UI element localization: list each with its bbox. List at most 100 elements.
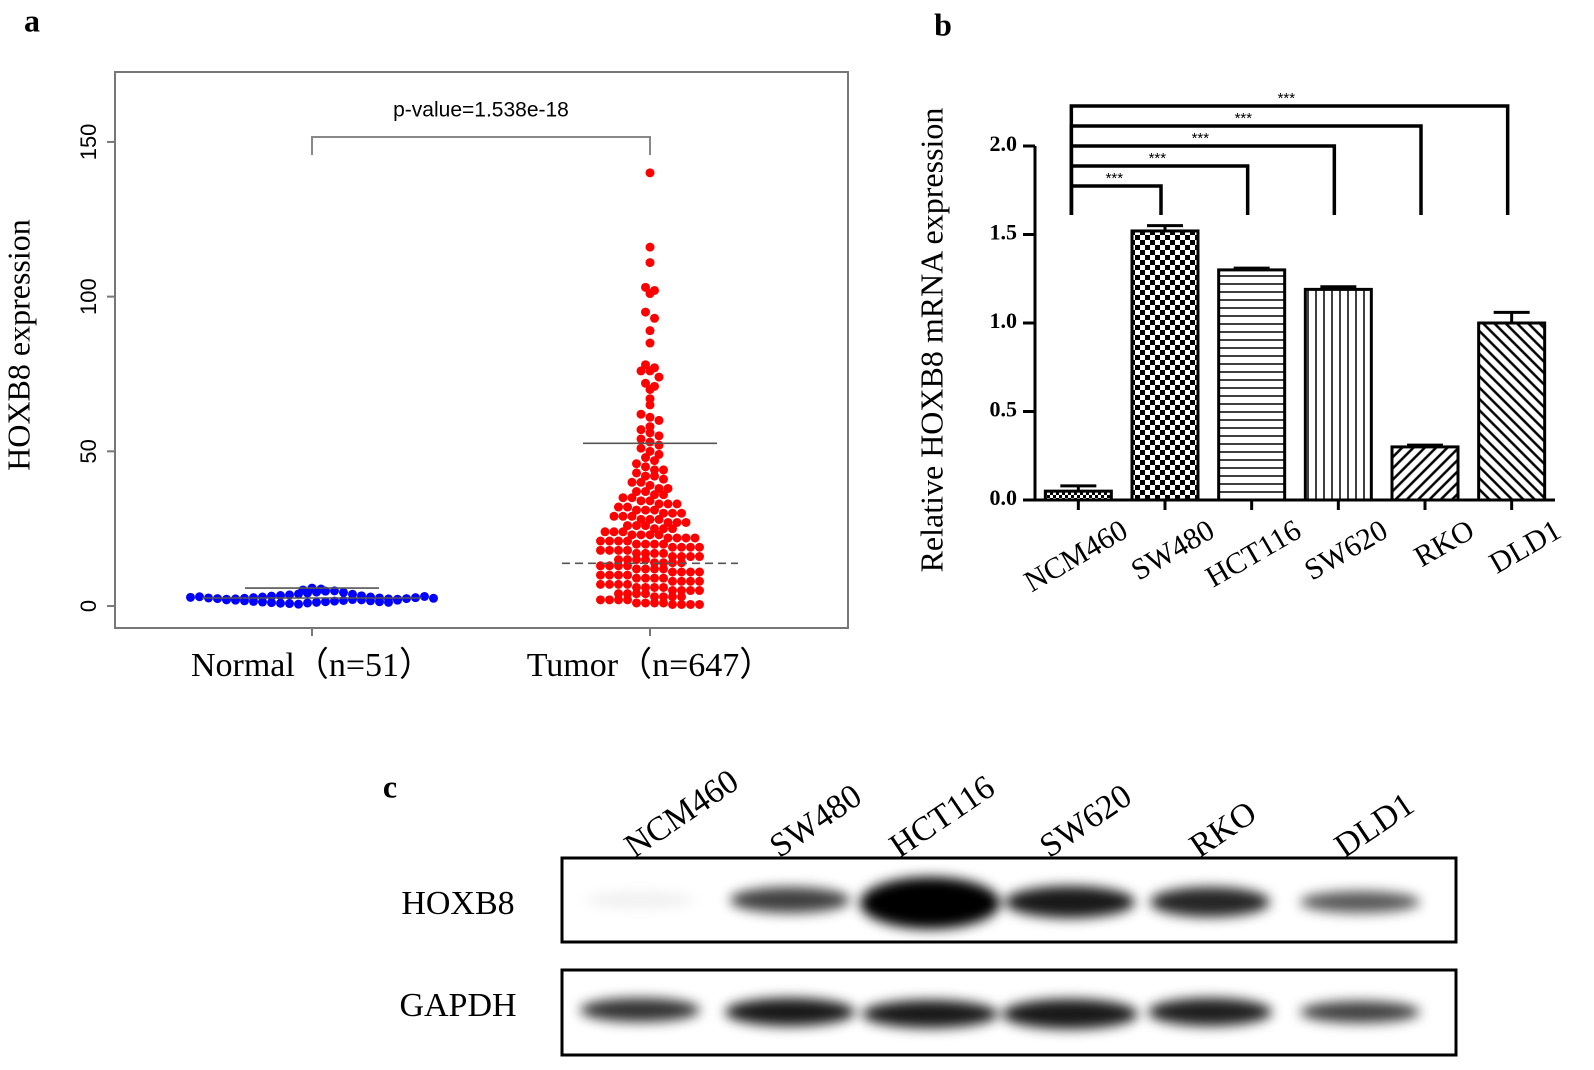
dot xyxy=(614,595,623,605)
dot xyxy=(393,595,402,605)
panel-letter: c xyxy=(383,768,397,804)
band xyxy=(1148,998,1272,1026)
dot xyxy=(276,598,285,608)
dot xyxy=(645,480,655,490)
dot xyxy=(605,579,614,589)
dot xyxy=(641,505,650,515)
dot xyxy=(677,508,686,518)
dot xyxy=(632,548,641,558)
y-tick-label: 150 xyxy=(76,124,101,161)
band xyxy=(1002,999,1138,1029)
dot xyxy=(654,530,664,540)
dot xyxy=(614,555,623,565)
bar xyxy=(1303,287,1373,502)
panel-letter: a xyxy=(24,2,40,38)
dot xyxy=(663,517,673,527)
dot xyxy=(650,313,659,323)
dot xyxy=(695,542,704,552)
dot xyxy=(690,533,700,543)
dot xyxy=(596,536,605,546)
dot xyxy=(636,425,646,435)
dot xyxy=(614,589,623,599)
dot xyxy=(605,570,614,580)
dot xyxy=(636,496,646,506)
dot xyxy=(668,552,677,562)
dot xyxy=(681,533,691,543)
western-blot: HOXB8 GAPDH xyxy=(399,856,1458,1057)
dot xyxy=(321,586,330,596)
lane-label: HCT116 xyxy=(883,769,1001,866)
x-tick-label: NCM460 xyxy=(1019,513,1134,598)
dot xyxy=(641,487,650,497)
dot xyxy=(632,598,641,608)
dot xyxy=(650,490,659,500)
band xyxy=(725,998,855,1026)
row-label: HOXB8 xyxy=(401,885,514,922)
dot xyxy=(645,242,655,252)
dot xyxy=(650,598,659,608)
dot xyxy=(632,459,641,469)
dot xyxy=(420,591,429,601)
dot xyxy=(641,539,650,549)
dot xyxy=(672,533,682,543)
dot xyxy=(672,517,682,527)
dot xyxy=(677,552,686,562)
dot xyxy=(654,431,664,441)
dot xyxy=(627,511,637,521)
dot xyxy=(645,168,655,178)
dot xyxy=(645,412,655,422)
x-tick-label: DLD1 xyxy=(1484,513,1567,580)
dot xyxy=(659,564,668,574)
dot xyxy=(659,592,668,602)
dot xyxy=(632,521,641,531)
dot xyxy=(659,465,668,475)
dot xyxy=(695,586,704,596)
dot xyxy=(294,599,303,609)
dot xyxy=(614,502,623,512)
dot xyxy=(285,599,294,609)
dot xyxy=(668,592,677,602)
dot xyxy=(222,595,231,605)
dot xyxy=(632,487,641,497)
dot xyxy=(686,586,695,596)
dot xyxy=(677,576,686,586)
dot xyxy=(641,471,650,481)
dot xyxy=(596,595,605,605)
dot xyxy=(695,552,704,562)
dot xyxy=(659,508,668,518)
x-tick-label: Tumor（n=647） xyxy=(527,646,774,684)
y-tick-label: 1.0 xyxy=(990,308,1018,333)
dot xyxy=(636,443,646,453)
dot xyxy=(375,597,384,607)
dot xyxy=(632,555,641,565)
bar xyxy=(1043,489,1113,502)
dot xyxy=(641,598,650,608)
dot xyxy=(677,599,686,609)
dot xyxy=(627,477,637,487)
dot xyxy=(677,592,686,602)
dot xyxy=(348,595,357,605)
x-tick-label: SW620 xyxy=(1299,513,1393,587)
dot xyxy=(357,595,366,605)
dot xyxy=(614,545,623,555)
bar xyxy=(1477,321,1547,502)
dot xyxy=(659,490,668,500)
comparison-bracket xyxy=(311,136,651,155)
dot xyxy=(285,590,294,600)
dot xyxy=(654,372,664,382)
dot xyxy=(618,511,628,521)
dot xyxy=(650,505,659,515)
dot xyxy=(659,558,668,568)
dot xyxy=(650,573,659,583)
significance-bracket xyxy=(1069,104,1510,215)
dot xyxy=(677,586,686,596)
dot xyxy=(654,415,664,425)
bar xyxy=(1130,229,1200,502)
dot xyxy=(654,499,664,509)
dot xyxy=(650,539,659,549)
dot xyxy=(605,536,614,546)
dot xyxy=(312,587,321,597)
y-tick-label: 0.5 xyxy=(990,397,1018,422)
dot xyxy=(686,576,695,586)
dot xyxy=(645,446,655,456)
